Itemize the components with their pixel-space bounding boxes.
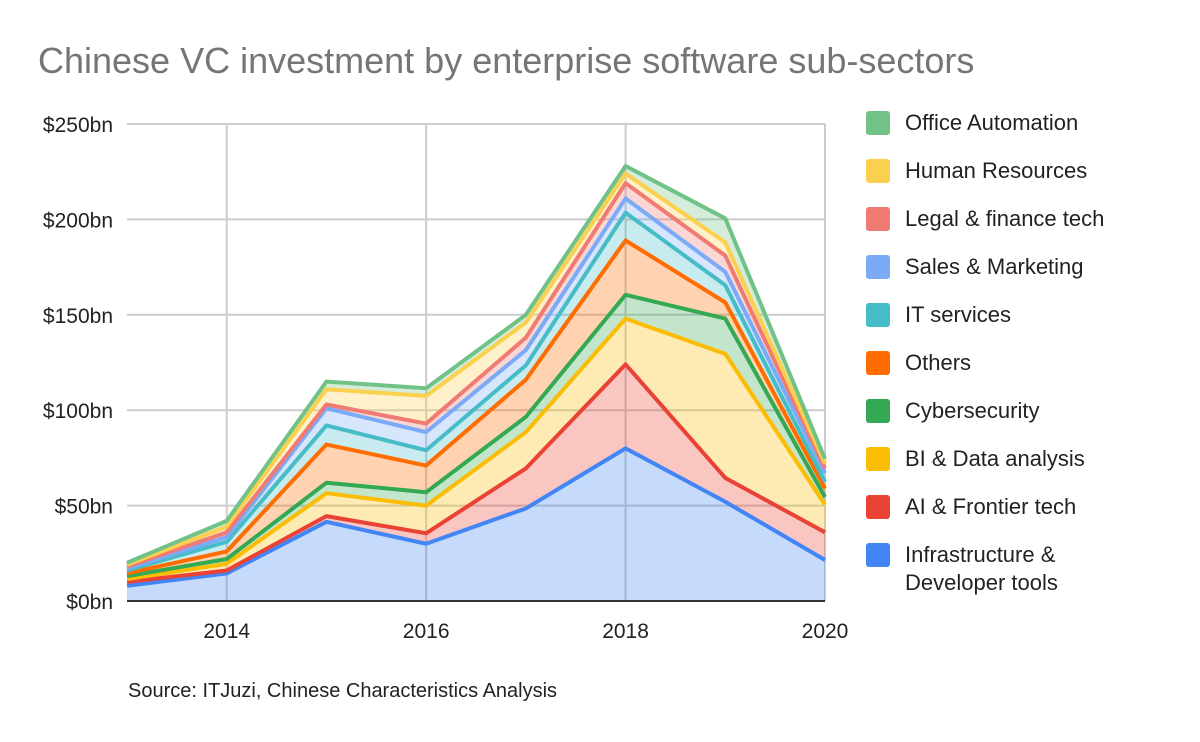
legend-item: Infrastructure & Developer tools (866, 542, 1104, 595)
area-infrastructure-developer-tools (127, 448, 825, 601)
legend-swatch (866, 255, 890, 279)
y-tick-label: $150bn (43, 305, 113, 328)
legend-swatch (866, 207, 890, 231)
chart-title: Chinese VC investment by enterprise soft… (38, 40, 975, 81)
source-note: Source: ITJuzi, Chinese Characteristics … (128, 680, 558, 702)
y-tick-label: $50bn (55, 496, 113, 519)
legend-swatch (866, 543, 890, 567)
y-tick-label: $250bn (43, 114, 113, 137)
legend-item: Human Resources (866, 158, 1104, 207)
line-sales-marketing (126, 196, 827, 571)
legend-swatch (866, 399, 890, 423)
area-human-resources (127, 173, 825, 567)
y-tick-label: $0bn (66, 591, 113, 614)
y-tick-label: $200bn (43, 209, 113, 232)
legend-item: Legal & finance tech (866, 206, 1105, 255)
x-tick-label: 2018 (602, 620, 649, 643)
legend-swatch (866, 159, 890, 183)
line-others (126, 238, 827, 576)
x-tick-label: 2014 (203, 620, 250, 643)
legend-label: AI & Frontier tech (905, 494, 1077, 519)
legend-label: IT services (905, 302, 1011, 327)
line-office-automation (126, 163, 827, 565)
area-cybersecurity (127, 294, 825, 580)
legend-swatch (866, 495, 890, 519)
line-legal-finance-tech (126, 181, 827, 569)
x-tick-label: 2016 (403, 620, 450, 643)
line-infrastructure-developer-tools (126, 446, 827, 588)
area-others (127, 240, 825, 577)
legend-item: Cybersecurity (866, 398, 1104, 447)
area-bi-data-analysis (127, 318, 825, 582)
y-tick-label: $100bn (43, 400, 113, 423)
legend-item: BI & Data analysis (866, 446, 1104, 495)
legend-label: Office Automation (905, 110, 1079, 135)
line-cybersecurity (126, 292, 827, 579)
legend-label: Others (905, 350, 972, 375)
legend-swatch (866, 351, 890, 375)
legend-swatch (866, 111, 890, 135)
legend-label: BI & Data analysis (905, 446, 1085, 471)
line-it-services (126, 210, 827, 573)
legend-label: Infrastructure & Developer tools (905, 542, 1058, 595)
legend-swatch (866, 303, 890, 327)
line-ai-frontier-tech (126, 362, 826, 584)
legend-item: Office Automation (866, 110, 1104, 159)
line-bi-data-analysis (126, 316, 827, 582)
legend-item: IT services (866, 302, 1104, 351)
legend-label: Human Resources (905, 158, 1088, 183)
legend-label: Legal & finance tech (905, 206, 1105, 231)
legend-swatch (866, 447, 890, 471)
legend-item: Others (866, 350, 1104, 399)
legend-label: Cybersecurity (905, 398, 1040, 423)
legend-item: AI & Frontier tech (866, 494, 1104, 543)
legend-label: Sales & Marketing (905, 254, 1084, 279)
legend: Office Automation Human Resources Legal & … (866, 110, 1105, 595)
legend-item: Sales & Marketing (866, 254, 1104, 303)
line-human-resources (126, 171, 827, 567)
x-tick-label: 2020 (802, 620, 849, 643)
